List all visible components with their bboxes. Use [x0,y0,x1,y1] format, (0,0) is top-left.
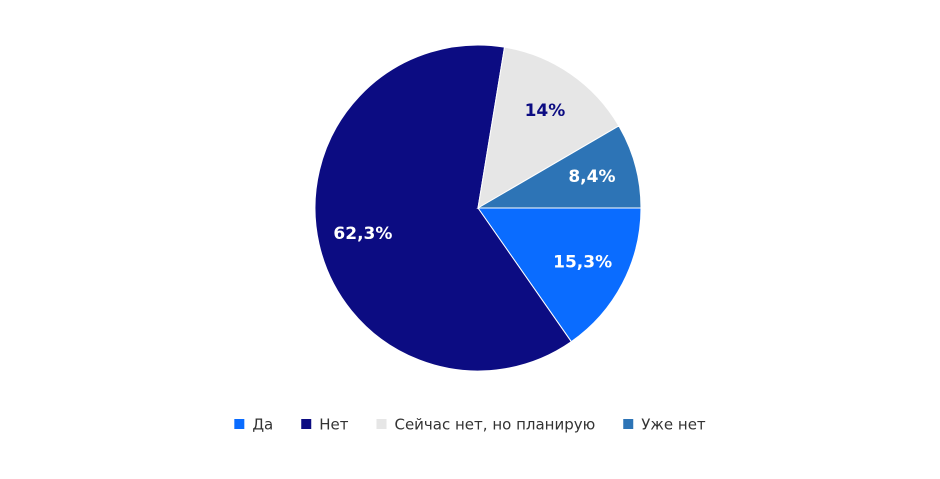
slice-label-4: 8,4% [568,167,615,187]
legend-label: Нет [319,416,349,434]
slice-label-2: 62,3% [333,224,392,244]
legend-swatch [234,419,245,429]
slice-label-3: 14% [525,101,566,121]
legend-label: Уже нет [641,416,706,434]
legend-item-3: Сейчас нет, но планирую [376,416,595,434]
slice-label-1: 15,3% [553,253,612,273]
pie-slice-2 [314,44,573,372]
legend-item-2: Нет [301,416,349,434]
slice-labels: 15,3% 62,3% 14% 8,4% [333,101,615,273]
legend-swatch [301,419,312,429]
pie-slice-1 [477,207,642,343]
legend-swatch [623,419,634,429]
legend-swatch [376,419,387,429]
legend-item-4: Уже нет [623,416,706,434]
legend: Да Нет Сейчас нет, но планирую Уже нет [234,416,706,434]
legend-label: Да [252,416,273,434]
pie-slice-3 [477,46,620,209]
pie-slices [314,44,642,372]
legend-label: Сейчас нет, но планирую [394,416,595,434]
pie-slice-4 [476,125,642,209]
legend-item-1: Да [234,416,273,434]
